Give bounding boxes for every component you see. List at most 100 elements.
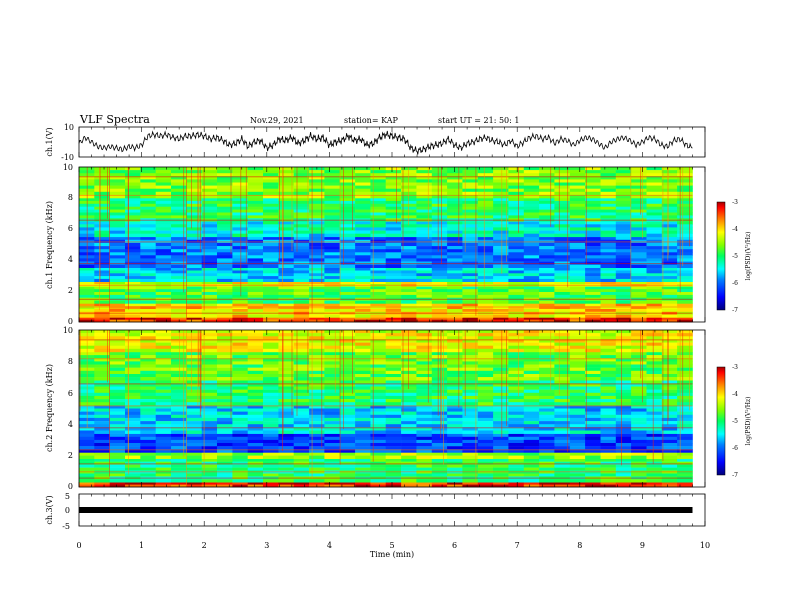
spectrogram-cell: [201, 289, 218, 293]
spectrogram-cell: [125, 345, 141, 350]
spectrogram-cell: [508, 386, 525, 390]
ch1-ytick-bottom: -10: [61, 153, 74, 162]
spectrogram-cell: [539, 389, 555, 394]
spectrogram-cell: [201, 194, 218, 199]
spectrogram-cell: [493, 314, 509, 318]
spectrogram-cell: [171, 246, 187, 250]
spectrogram-cell: [355, 461, 371, 465]
spectrogram-cell: [416, 249, 433, 253]
spectrogram-cell: [171, 276, 187, 280]
spectrogram-cell: [554, 198, 571, 202]
spectrogram-cell: [401, 339, 417, 343]
spectrogram-cell: [416, 194, 433, 199]
spectrogram-cell: [247, 206, 264, 210]
spectrogram-cell: [109, 386, 126, 390]
spectrogram-cell: [171, 427, 187, 431]
spectrogram-cell: [79, 270, 95, 274]
spectrogram-cell: [247, 355, 264, 359]
spectrogram-cell: [447, 348, 463, 353]
spectrogram-cell: [416, 173, 433, 177]
spectrogram-cell: [615, 198, 632, 202]
time-axis-tick-label: 5: [389, 541, 394, 550]
spectrogram-cell: [646, 233, 663, 238]
spectrogram-cell: [493, 405, 509, 409]
spectrogram-cell: [508, 179, 525, 183]
spectrogram-cell: [171, 458, 187, 462]
spectrogram-cell: [155, 200, 172, 205]
spectrogram-burst: [441, 167, 442, 265]
spectrogram-cell: [201, 399, 218, 403]
spectrogram-cell: [339, 473, 356, 477]
spectrogram-cell: [646, 182, 663, 186]
spectrogram-burst: [642, 330, 643, 403]
spectrogram-cell: [431, 309, 448, 313]
spectrogram-cell: [661, 203, 678, 207]
spectrogram-burst: [437, 330, 439, 416]
spectrogram-burst: [183, 167, 185, 293]
spectrogram-cell: [217, 333, 233, 337]
spectrogram-cell: [554, 402, 571, 406]
spectrogram-burst: [443, 330, 444, 465]
spectrogram-cell: [447, 355, 463, 359]
spectrogram-cell: [155, 227, 172, 231]
spectrogram-cell: [171, 167, 187, 171]
spectrogram-cell: [79, 276, 95, 280]
spectrogram-cell: [309, 458, 325, 462]
spectrogram-cell: [416, 281, 433, 285]
spectrogram-cell: [431, 449, 448, 453]
spectrogram-cell: [493, 227, 509, 231]
spectrogram-cell: [585, 194, 601, 199]
spectrogram-cell: [217, 249, 233, 253]
spectrogram-cell: [462, 185, 479, 189]
spectrogram-cell: [431, 209, 448, 213]
spectrogram-cell: [447, 246, 463, 250]
spectrogram-cell: [171, 281, 187, 285]
spectrogram-cell: [554, 249, 571, 253]
spectrogram-cell: [493, 258, 509, 262]
spectrogram-cell: [539, 380, 555, 384]
spectrogram-cell: [401, 464, 417, 468]
ch1-spectrogram-ylabel: ch.1 Frequency (kHz): [45, 201, 54, 289]
spectrogram-cell: [263, 439, 279, 444]
spectrogram-cell: [416, 179, 433, 183]
spectrogram-cell: [171, 358, 187, 362]
spectrogram-cell: [646, 264, 663, 268]
spectrogram-cell: [370, 185, 387, 189]
spectrogram-cell: [140, 303, 156, 307]
spectrogram-cell: [278, 264, 295, 268]
spectrogram-cell: [309, 446, 325, 450]
spectrogram-cell: [355, 170, 371, 174]
spectrogram-cell: [201, 249, 218, 253]
spectrogram-cell: [447, 402, 463, 406]
spectrogram-cell: [232, 173, 249, 177]
spectrogram-cell: [600, 255, 617, 259]
spectrogram-cell: [278, 402, 295, 406]
spectrogram-cell: [677, 227, 693, 231]
spectrogram-cell: [201, 443, 218, 447]
spectrogram-cell: [247, 191, 264, 196]
spectrogram-cell: [539, 461, 555, 465]
spectrogram-cell: [493, 215, 509, 219]
spectrogram-cell: [416, 286, 433, 290]
spectrogram-cell: [462, 200, 479, 205]
spectrogram-cell: [324, 230, 341, 234]
spectrogram-cell: [370, 191, 387, 196]
spectrogram-cell: [493, 303, 509, 307]
spectrogram-cell: [569, 255, 586, 259]
spectrogram-cell: [539, 467, 555, 471]
spectrogram-cell: [477, 294, 494, 298]
spectrogram-cell: [263, 433, 279, 437]
spectrogram-cell: [493, 267, 509, 271]
spectrogram-cell: [631, 182, 647, 186]
spectrogram-cell: [79, 306, 95, 310]
spectrogram-cell: [370, 200, 387, 205]
spectrogram-cell: [94, 300, 110, 304]
spectrogram-cell: [324, 336, 341, 340]
spectrogram-cell: [493, 179, 509, 183]
spectrogram-cell: [523, 303, 540, 307]
spectrogram-cell: [155, 352, 172, 356]
time-axis-tick-label: 7: [515, 541, 520, 550]
spectrogram-cell: [171, 191, 187, 196]
spectrogram-cell: [600, 421, 617, 425]
time-axis-tick-label: 8: [577, 541, 582, 550]
